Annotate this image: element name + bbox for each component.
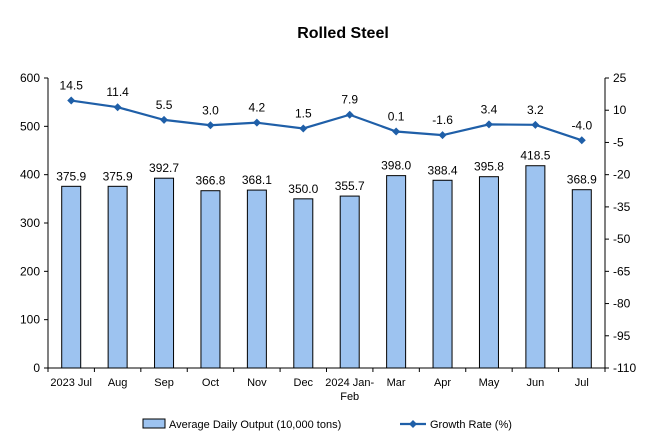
bar-data-label: 355.7 bbox=[335, 179, 365, 193]
bar bbox=[386, 175, 407, 369]
x-tick-label: 2023 Jul bbox=[50, 377, 92, 389]
bar-data-label: 368.9 bbox=[567, 173, 597, 187]
bar bbox=[339, 195, 360, 369]
y-left-tick-label: 100 bbox=[20, 313, 40, 327]
growth-rate-data-label: 11.4 bbox=[106, 85, 129, 99]
bar bbox=[107, 185, 128, 369]
growth-rate-data-label: 4.2 bbox=[249, 101, 266, 115]
legend-line-label: Growth Rate (%) bbox=[430, 419, 512, 431]
growth-rate-point bbox=[345, 110, 354, 119]
bar-data-label: 392.7 bbox=[149, 161, 179, 175]
legend-bar-swatch bbox=[142, 418, 166, 429]
growth-rate-data-label: 3.0 bbox=[202, 103, 219, 117]
y-right-tick-label: -110 bbox=[613, 361, 636, 375]
bar bbox=[571, 189, 592, 369]
bar bbox=[478, 176, 499, 369]
growth-rate-point bbox=[206, 121, 215, 130]
growth-line-group bbox=[67, 96, 586, 145]
bar bbox=[246, 189, 267, 369]
bar bbox=[293, 198, 314, 369]
growth-rate-data-label: 5.5 bbox=[156, 98, 173, 112]
growth-rate-point bbox=[392, 127, 401, 136]
growth-rate-point bbox=[252, 118, 261, 127]
bar-data-label: 395.8 bbox=[474, 160, 504, 174]
bar bbox=[200, 190, 221, 369]
y-left-tick-label: 400 bbox=[20, 168, 40, 182]
growth-rate-data-label: -4.0 bbox=[571, 118, 592, 132]
growth-rate-data-label: 7.9 bbox=[341, 93, 358, 107]
y-right-tick-label: 10 bbox=[613, 103, 627, 117]
legend-bar-label: Average Daily Output (10,000 tons) bbox=[169, 419, 341, 431]
x-tick-label: May bbox=[479, 377, 500, 389]
y-right-tick-label: -50 bbox=[613, 232, 631, 246]
y-left-tick-label: 0 bbox=[33, 361, 40, 375]
growth-rate-point bbox=[67, 96, 76, 105]
x-tick-label: 2024 Jan-Feb bbox=[325, 377, 374, 403]
y-right-tick-label: -80 bbox=[613, 297, 631, 311]
bar bbox=[61, 185, 82, 369]
x-tick-label: Mar bbox=[387, 377, 406, 389]
bar bbox=[432, 179, 453, 369]
bar-data-label: 366.8 bbox=[195, 174, 225, 188]
growth-rate-data-label: 1.5 bbox=[295, 106, 312, 120]
x-tick-label: Nov bbox=[247, 377, 267, 389]
growth-rate-data-label: 3.2 bbox=[527, 103, 544, 117]
bars-group bbox=[61, 165, 592, 369]
growth-rate-point bbox=[299, 124, 308, 133]
bar-data-label: 368.1 bbox=[242, 173, 272, 187]
growth-rate-point bbox=[160, 115, 169, 124]
growth-rate-line bbox=[71, 99, 583, 142]
x-tick-label: Apr bbox=[434, 377, 451, 389]
y-left-tick-label: 500 bbox=[20, 119, 40, 133]
line-labels-group: 14.5 11.4 5.5 3.0 4.2 1.5 7.9 0.1 -1.6 3.4 3.2 -4.0 bbox=[60, 79, 593, 133]
x-tick-labels: 2023 Jul Aug Sep Oct Nov Dec 2024 Jan-Feb Mar Ap… bbox=[50, 377, 588, 403]
y-right-tick-label: -20 bbox=[613, 168, 631, 182]
x-tick-label: Jul bbox=[575, 377, 589, 389]
x-tick-label: Aug bbox=[108, 377, 128, 389]
growth-rate-data-label: -1.6 bbox=[432, 113, 453, 127]
bar-labels-group: 375.9 375.9 392.7 366.8 368.1 350.0 355.7 398.0… bbox=[56, 149, 597, 196]
x-tick-label: Sep bbox=[154, 377, 174, 389]
y-right-tick-label: 25 bbox=[613, 71, 627, 85]
growth-rate-data-label: 3.4 bbox=[481, 102, 498, 116]
growth-rate-point bbox=[531, 120, 540, 129]
growth-rate-point bbox=[484, 120, 493, 129]
bar-data-label: 350.0 bbox=[288, 182, 318, 196]
bar-data-label: 388.4 bbox=[428, 163, 458, 177]
y-right-tick-label: -95 bbox=[613, 329, 631, 343]
legend-line-marker-icon bbox=[409, 420, 417, 428]
growth-rate-data-label: 14.5 bbox=[60, 79, 84, 93]
growth-rate-point bbox=[113, 103, 122, 112]
bar-data-label: 375.9 bbox=[103, 169, 133, 183]
bar-data-label: 398.0 bbox=[381, 159, 411, 173]
bar bbox=[154, 177, 175, 369]
y-right-tick-label: -5 bbox=[613, 135, 624, 149]
y-left-tick-label: 300 bbox=[20, 216, 40, 230]
x-tick-label: Oct bbox=[202, 377, 219, 389]
y-right-tick-label: -35 bbox=[613, 200, 631, 214]
bar-data-label: 418.5 bbox=[520, 149, 550, 163]
y-left-tick-label: 600 bbox=[20, 71, 40, 85]
x-tick-label: Jun bbox=[527, 377, 545, 389]
bar bbox=[525, 165, 546, 369]
chart-title: Rolled Steel bbox=[297, 25, 389, 42]
axes: 0 100 200 300 400 500 600 -110 -95 -80 -65 -50 -35 -2… bbox=[20, 71, 636, 375]
bar-data-label: 375.9 bbox=[56, 169, 86, 183]
y-left-tick-label: 200 bbox=[20, 264, 40, 278]
legend: Average Daily Output (10,000 tons) Growt… bbox=[142, 418, 512, 431]
growth-rate-data-label: 0.1 bbox=[388, 109, 405, 123]
growth-rate-point bbox=[577, 136, 586, 145]
growth-rate-point bbox=[438, 131, 447, 140]
x-tick-label: Dec bbox=[294, 377, 314, 389]
y-right-tick-label: -65 bbox=[613, 264, 631, 278]
